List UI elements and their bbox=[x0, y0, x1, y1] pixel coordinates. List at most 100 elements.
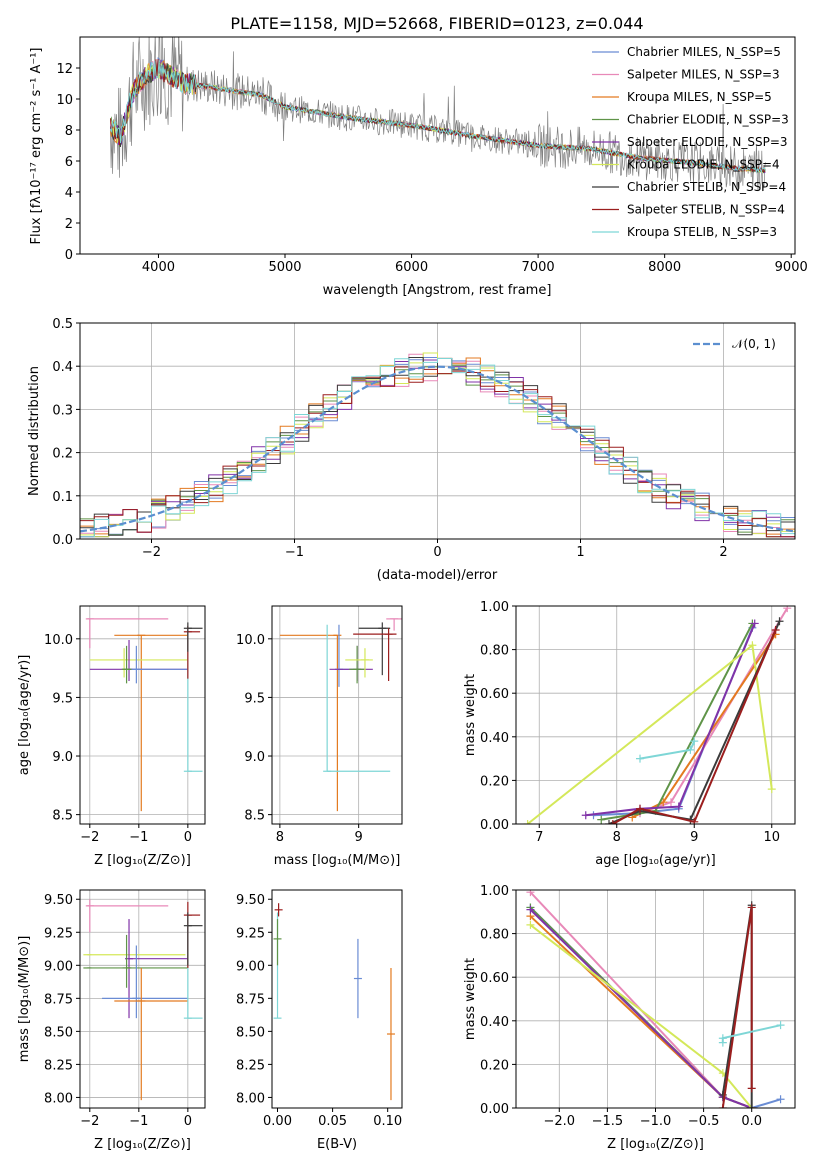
legend-label-8: Salpeter STELIB, N_SSP=4 bbox=[627, 203, 785, 217]
spectrum-ytick-label: 2 bbox=[65, 217, 73, 232]
age-vs-Z-ytick-label: 9.0 bbox=[52, 750, 73, 765]
panel-mass-vs-Z: −2 −1 0 8.00 8.25 8.50 8.75 9.00 9.25 9.50 Z [log₁… bbox=[17, 889, 206, 1152]
age-vs-mass-ytick-label: 8.5 bbox=[244, 809, 265, 824]
mass-vs-EBV-ytick-label: 8.25 bbox=[236, 1058, 265, 1073]
residuals-xtick-label: 0 bbox=[433, 545, 441, 560]
model-spectrum-9 bbox=[109, 60, 766, 174]
spectrum-xtick-label: 6000 bbox=[395, 260, 428, 275]
spectrum-plot-area bbox=[109, 37, 766, 192]
legend-label-9: Kroupa STELIB, N_SSP=3 bbox=[627, 225, 777, 239]
massweight-vs-age-ytick-label: 0.60 bbox=[480, 687, 509, 702]
massweight-vs-Z-series-8-marker bbox=[747, 1084, 756, 1093]
massweight-vs-Z-series-1-marker bbox=[776, 1095, 785, 1104]
massweight-vs-Z-series-2-marker bbox=[526, 890, 535, 897]
residuals-xtick-label: 2 bbox=[719, 545, 727, 560]
massweight-vs-Z-ytick-label: 1.00 bbox=[480, 884, 509, 899]
massweight-vs-age-series-7-marker bbox=[605, 820, 613, 824]
age-vs-Z-ylabel: age [log₁₀(age/yr)] bbox=[17, 655, 32, 776]
mass-vs-Z-plot-area bbox=[83, 899, 203, 1101]
mass-vs-Z-ytick-label: 8.25 bbox=[44, 1058, 73, 1073]
spectrum-xtick-label: 7000 bbox=[522, 260, 555, 275]
spectrum-xtick-label: 5000 bbox=[268, 260, 301, 275]
gaussian-legend-label: 𝒩(0, 1) bbox=[732, 337, 776, 351]
panel-mass-vs-EBV: 0.00 0.05 0.10 8.00 8.25 8.50 8.75 9.00 9.25 9.50… bbox=[236, 889, 403, 1152]
age-vs-mass-plot-area bbox=[279, 618, 402, 812]
massweight-vs-age-series-2-marker bbox=[667, 798, 675, 807]
panel-massweight-vs-Z: −2.0 −1.5 −1.0 −0.5 0.0 0.00 0.20 0.40 0.60 0.80 1… bbox=[463, 884, 796, 1152]
mass-vs-Z-ytick-label: 9.00 bbox=[44, 959, 73, 974]
massweight-vs-Z-series-2 bbox=[529, 891, 753, 1108]
residuals-legend: 𝒩(0, 1) bbox=[693, 337, 776, 351]
mass-vs-EBV-xtick-label: 0.05 bbox=[318, 1114, 347, 1129]
massweight-vs-age-series-8-marker bbox=[771, 625, 780, 634]
residuals-ytick-label: 0.0 bbox=[52, 533, 73, 548]
residual-hist-8 bbox=[80, 366, 795, 538]
age-vs-Z-frame bbox=[79, 605, 206, 825]
age-vs-mass-frame bbox=[271, 605, 403, 825]
residuals-ytick-label: 0.5 bbox=[52, 317, 73, 332]
residuals-ytick-label: 0.1 bbox=[52, 490, 73, 505]
spectrum-ytick-label: 6 bbox=[65, 155, 73, 170]
residual-hist-7 bbox=[80, 357, 795, 536]
massweight-vs-age-xtick-label: 8 bbox=[613, 830, 621, 845]
massweight-vs-age-series-2-marker bbox=[783, 606, 792, 613]
legend-label-1: Chabrier MILES, N_SSP=5 bbox=[627, 45, 781, 59]
mass-vs-EBV-ytick-label: 8.50 bbox=[236, 1025, 265, 1040]
mass-vs-Z-ytick-label: 9.25 bbox=[44, 926, 73, 941]
spectrum-ylabel: Flux [fλ10⁻¹⁷ erg cm⁻² s⁻¹ A⁻¹] bbox=[29, 48, 44, 245]
age-vs-mass-xlabel: mass [log₁₀(M/M⊙)] bbox=[274, 853, 401, 868]
spectrum-ytick-label: 4 bbox=[65, 186, 73, 201]
legend-label-3: Kroupa MILES, N_SSP=5 bbox=[627, 90, 772, 104]
mass-vs-EBV-xtick-label: 0.00 bbox=[263, 1114, 292, 1129]
massweight-vs-Z-series-8-marker bbox=[718, 1104, 727, 1108]
massweight-vs-Z-series-3 bbox=[529, 915, 753, 1108]
mass-vs-Z-xtick-label: 0 bbox=[184, 1114, 192, 1129]
massweight-vs-age-xtick-label: 7 bbox=[535, 830, 543, 845]
residuals-xlabel: (data-model)/error bbox=[377, 568, 498, 583]
mass-vs-EBV-plot-area bbox=[273, 903, 395, 1101]
residual-hist-9 bbox=[80, 358, 795, 538]
massweight-vs-Z-series-5-marker bbox=[526, 905, 535, 914]
spectrum-xlabel: wavelength [Angstrom, rest frame] bbox=[323, 283, 552, 298]
massweight-vs-age-ytick-label: 0.40 bbox=[480, 731, 509, 746]
mass-vs-Z-ytick-label: 8.00 bbox=[44, 1091, 73, 1106]
massweight-vs-age-series-6-marker bbox=[767, 785, 776, 794]
massweight-vs-Z-series-4 bbox=[529, 906, 753, 1108]
panel-age-vs-mass: 8 9 8.5 9.0 9.5 10.0 mass [log₁₀(M/M⊙)] bbox=[236, 605, 403, 868]
massweight-vs-age-series-9-marker bbox=[690, 737, 699, 746]
massweight-vs-age-series-8 bbox=[612, 629, 777, 824]
massweight-vs-Z-xtick-label: −1.0 bbox=[640, 1114, 672, 1129]
massweight-vs-age-series-9-marker bbox=[686, 745, 695, 754]
spectrum-frame bbox=[79, 36, 796, 255]
age-vs-mass-ytick-label: 9.5 bbox=[244, 691, 265, 706]
massweight-vs-Z-ytick-label: 0.00 bbox=[480, 1102, 509, 1117]
spectrum-xtick-label: 8000 bbox=[648, 260, 681, 275]
massweight-vs-age-ytick-label: 0.80 bbox=[480, 644, 509, 659]
mass-vs-EBV-ytick-label: 9.00 bbox=[236, 959, 265, 974]
mass-vs-Z-ytick-label: 9.50 bbox=[44, 893, 73, 908]
mass-vs-EBV-ytick-label: 9.50 bbox=[236, 893, 265, 908]
massweight-vs-Z-xtick-label: 0.0 bbox=[741, 1114, 762, 1129]
massweight-vs-Z-series-9-marker bbox=[718, 1034, 727, 1043]
spectrum-ytick-label: 10 bbox=[56, 93, 73, 108]
mass-vs-EBV-ytick-label: 8.00 bbox=[236, 1091, 265, 1106]
residuals-ylabel: Normed distribution bbox=[27, 366, 42, 496]
massweight-vs-age-xlabel: age [log₁₀(age/yr)] bbox=[595, 853, 716, 868]
massweight-vs-age-plot-area bbox=[523, 606, 792, 824]
spectrum-ytick-label: 12 bbox=[56, 62, 73, 77]
observed-spectrum bbox=[110, 37, 766, 192]
massweight-vs-age-series-8-marker bbox=[636, 804, 644, 813]
panel-age-vs-Z: −2 −1 0 8.5 9.0 9.5 10.0 Z [log₁₀(Z/Z⊙)] age [lo… bbox=[17, 605, 206, 868]
legend-label-5: Salpeter ELODIE, N_SSP=3 bbox=[627, 135, 788, 149]
legend-label-2: Salpeter MILES, N_SSP=3 bbox=[627, 68, 780, 82]
massweight-vs-age-series-5-marker bbox=[581, 811, 590, 820]
massweight-vs-age-series-6-marker bbox=[523, 820, 532, 824]
mass-vs-Z-ylabel: mass [log₁₀(M/M⊙)] bbox=[17, 936, 32, 1063]
massweight-vs-Z-series-7-marker bbox=[747, 1104, 756, 1108]
massweight-vs-age-series-9-marker bbox=[636, 754, 644, 763]
massweight-vs-Z-xtick-label: −2.0 bbox=[544, 1114, 576, 1129]
massweight-vs-age-series-2 bbox=[639, 607, 789, 815]
mass-vs-EBV-xlabel: E(B-V) bbox=[317, 1137, 357, 1152]
massweight-vs-Z-plot-area bbox=[526, 890, 785, 1108]
